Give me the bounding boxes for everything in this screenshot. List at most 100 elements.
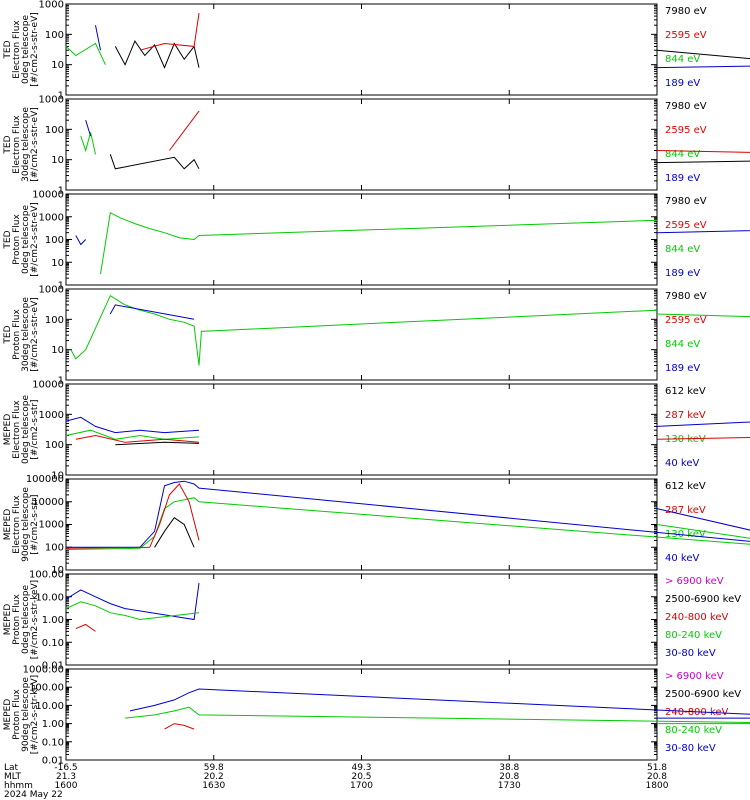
legend-item: 30-80 keV (665, 743, 716, 754)
x-tick-label: 38.8 (499, 763, 519, 773)
legend-item: 7980 eV (665, 6, 707, 17)
y-axis-label-line: [#/cm2-s-str-keV] (30, 580, 40, 659)
y-axis-label-line: Proton Flux (12, 594, 22, 645)
panel-frame (65, 478, 658, 571)
y-axis-label-line: [#/cm2-s-str] (30, 399, 40, 459)
x-tick-label: 1630 (202, 781, 225, 791)
y-axis-label-line: Electron Flux (12, 495, 22, 554)
legend-item: 2595 eV (665, 125, 707, 136)
y-tick-label: 10.00 (35, 592, 64, 603)
legend-item: 2595 eV (665, 30, 707, 41)
x-tick-label: 20.2 (204, 772, 224, 782)
series-line (65, 483, 200, 549)
series-line (65, 601, 200, 621)
series-line (114, 40, 200, 69)
y-axis-label-line: Proton Flux (12, 309, 22, 360)
x-tick-label: 1730 (498, 781, 521, 791)
panel-7: 0.01 0.10 1.00 10.00 100.00 MEPED Proton Flux 0… (3, 570, 741, 672)
series-line (85, 120, 92, 137)
legend-item: 189 eV (665, 363, 700, 374)
legend-item: 40 keV (665, 458, 699, 469)
legend-item: 2500-6900 keV (665, 594, 741, 605)
y-axis-label-line: Proton Flux (12, 689, 22, 740)
x-tick-label: 20.8 (499, 772, 519, 782)
y-tick-label: 1 (58, 186, 64, 197)
panel-8: 0.01 0.10 1.00 10.00 100.00 1000.00 MEPED Proto… (3, 665, 750, 767)
y-axis-label-line: Proton Flux (12, 214, 22, 265)
x-tick-label: 20.5 (351, 772, 371, 782)
y-axis-label-line: TED (3, 325, 13, 344)
panel-frame (65, 383, 658, 476)
series-line (154, 517, 195, 548)
x-tick-label: 49.3 (351, 763, 371, 773)
x-tick-label: 21.3 (56, 772, 76, 782)
legend-item: > 6900 keV (665, 576, 724, 587)
series-line (109, 304, 195, 320)
legend-item: 80-240 keV (665, 725, 722, 736)
y-tick-label: 10 (51, 565, 64, 576)
y-tick-label: 10000 (32, 190, 64, 201)
series-line (65, 416, 200, 434)
legend-item: 287 keV (665, 505, 706, 516)
legend-item: 130 keV (665, 529, 706, 540)
series-line (70, 294, 658, 366)
legend-item: 844 eV (665, 244, 700, 255)
y-axis-label-line: Electron Flux (12, 20, 22, 79)
x-axis-block: Lat MLT hhmm 2024 May 22 -16.5 59.8 49.3 38… (4, 763, 669, 800)
legend-item: 7980 eV (665, 196, 707, 207)
panel-frame (65, 193, 658, 286)
series-line (125, 706, 750, 725)
y-axis-label-line: MEPED (3, 414, 13, 446)
y-tick-label: 1000 (39, 285, 64, 296)
legend-item: 7980 eV (665, 101, 707, 112)
y-axis-label-line: 0deg telescope (21, 585, 31, 655)
series-line (656, 230, 750, 234)
y-axis-label-line: TED (3, 230, 13, 249)
y-axis-label-line: MEPED (3, 604, 13, 636)
legend-item: 240-800 keV (665, 612, 729, 623)
y-axis-label-line: 0deg telescope (21, 395, 31, 465)
y-tick-label: 1000.00 (23, 665, 64, 676)
y-axis-label-line: Electron Flux (12, 115, 22, 174)
series-line (75, 434, 200, 443)
y-tick-label: 1.00 (42, 719, 64, 730)
legend-item: 844 eV (665, 149, 700, 160)
x-tick-label: 51.8 (647, 763, 667, 773)
legend-item: 7980 eV (665, 291, 707, 302)
y-tick-label: 100 (45, 30, 64, 41)
y-tick-label: 10 (51, 155, 64, 166)
series-line (656, 65, 750, 69)
y-axis-label-line: 0deg telescope (21, 205, 31, 275)
panel-frame (65, 98, 658, 191)
x-tick-label: -16.5 (54, 763, 77, 773)
legend-item: 844 eV (665, 54, 700, 65)
legend-item: 189 eV (665, 268, 700, 279)
y-tick-label: 10.00 (35, 701, 64, 712)
series-line (65, 497, 750, 550)
y-tick-label: 1 (58, 281, 64, 292)
y-tick-label: 1.00 (42, 615, 64, 626)
y-axis-label-line: [#/cm2-s-str-eV] (30, 202, 40, 277)
panel-2: 1 10 100 1000 TED Electron Flux 30deg telescop… (3, 95, 750, 197)
legend-item: 844 eV (665, 339, 700, 350)
series-line (656, 150, 750, 153)
panel-6: 10 100 1000 10000 100000 MEPED Electron Flux 90… (3, 474, 750, 576)
series-line (656, 160, 750, 164)
y-axis-label-line: MEPED (3, 509, 13, 541)
legend-item: 189 eV (665, 173, 700, 184)
legend-item: 2595 eV (665, 220, 707, 231)
panel-frame (65, 288, 658, 381)
x-axis-date: 2024 May 22 (4, 790, 63, 800)
legend-item: 240-800 keV (665, 707, 729, 718)
legend-item: 2500-6900 keV (665, 689, 741, 700)
panel-5: 10 100 1000 10000 MEPED Electron Flux 0deg tel… (3, 380, 750, 482)
y-tick-label: 1000 (39, 0, 64, 11)
legend-item: 2595 eV (665, 315, 707, 326)
y-axis-label-line: [#/cm2-s-str-eV] (30, 107, 40, 182)
series-line (656, 436, 750, 440)
y-tick-label: 10000 (32, 380, 64, 391)
y-tick-label: 10000 (32, 497, 64, 508)
panel-4: 1 10 100 1000 TED Proton Flux 30deg telescope[… (3, 285, 750, 387)
y-tick-label: 0.10 (42, 638, 64, 649)
